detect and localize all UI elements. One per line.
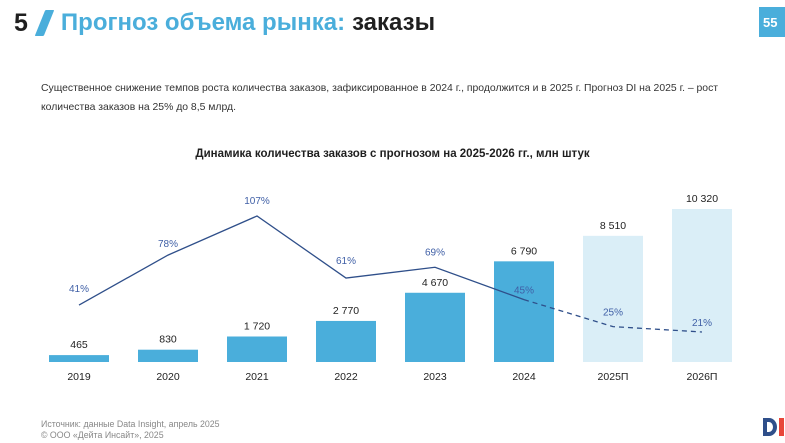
page-title: заказы <box>352 9 436 36</box>
growth-rate-label: 69% <box>425 247 445 258</box>
category-label: 2025П <box>598 371 629 383</box>
chart-bar <box>405 292 465 362</box>
chart-bar <box>138 349 198 362</box>
chart-bar <box>494 261 554 362</box>
category-label: 2026П <box>687 371 718 383</box>
logo-icon <box>763 418 784 436</box>
header: 5 Прогноз объема рынка: заказы <box>14 6 435 40</box>
copyright-note: © ООО «Дейта Инсайт», 2025 <box>41 430 164 440</box>
growth-rate-label: 21% <box>692 318 712 329</box>
section-number: 5 <box>14 8 28 37</box>
description-text: Существенное снижение темпов роста колич… <box>41 83 719 113</box>
chart-title: Динамика количества заказов с прогнозом … <box>195 148 590 160</box>
bar-value-label: 830 <box>159 334 177 346</box>
bar-value-label: 10 320 <box>686 193 718 205</box>
category-label: 2021 <box>245 371 269 383</box>
growth-rate-label: 25% <box>603 308 623 319</box>
growth-rate-label: 107% <box>244 196 270 207</box>
category-label: 2024 <box>512 371 536 383</box>
page-title-accent: Прогноз объема рынка: <box>60 9 346 36</box>
growth-rate-label: 78% <box>158 239 178 250</box>
growth-rate-label: 45% <box>514 286 534 297</box>
bar-value-label: 8 510 <box>600 220 626 232</box>
growth-rate-label: 61% <box>336 256 356 267</box>
bar-value-label: 1 720 <box>244 321 270 333</box>
category-label: 2020 <box>156 371 180 383</box>
source-note: Источник: данные Data Insight, апрель 20… <box>41 419 220 429</box>
bar-value-label: 465 <box>70 339 88 351</box>
category-label: 2022 <box>334 371 358 383</box>
growth-line-actual <box>78 215 525 306</box>
chart-bar <box>316 320 376 362</box>
bar-value-label: 2 770 <box>333 305 359 317</box>
chart-bar <box>672 209 732 362</box>
chart-bar <box>583 235 643 362</box>
bar-value-label: 6 790 <box>511 245 537 257</box>
page-number-badge: 55 <box>759 7 785 37</box>
category-label: 2019 <box>67 371 91 383</box>
footer: Источник: данные Data Insight, апрель 20… <box>41 419 220 441</box>
category-label: 2023 <box>423 371 447 383</box>
bar-value-label: 4 670 <box>422 277 448 289</box>
growth-rate-label: 41% <box>69 284 89 295</box>
chart-bar <box>49 355 109 362</box>
chart-bar <box>227 336 287 362</box>
growth-line-forecast <box>523 299 703 333</box>
